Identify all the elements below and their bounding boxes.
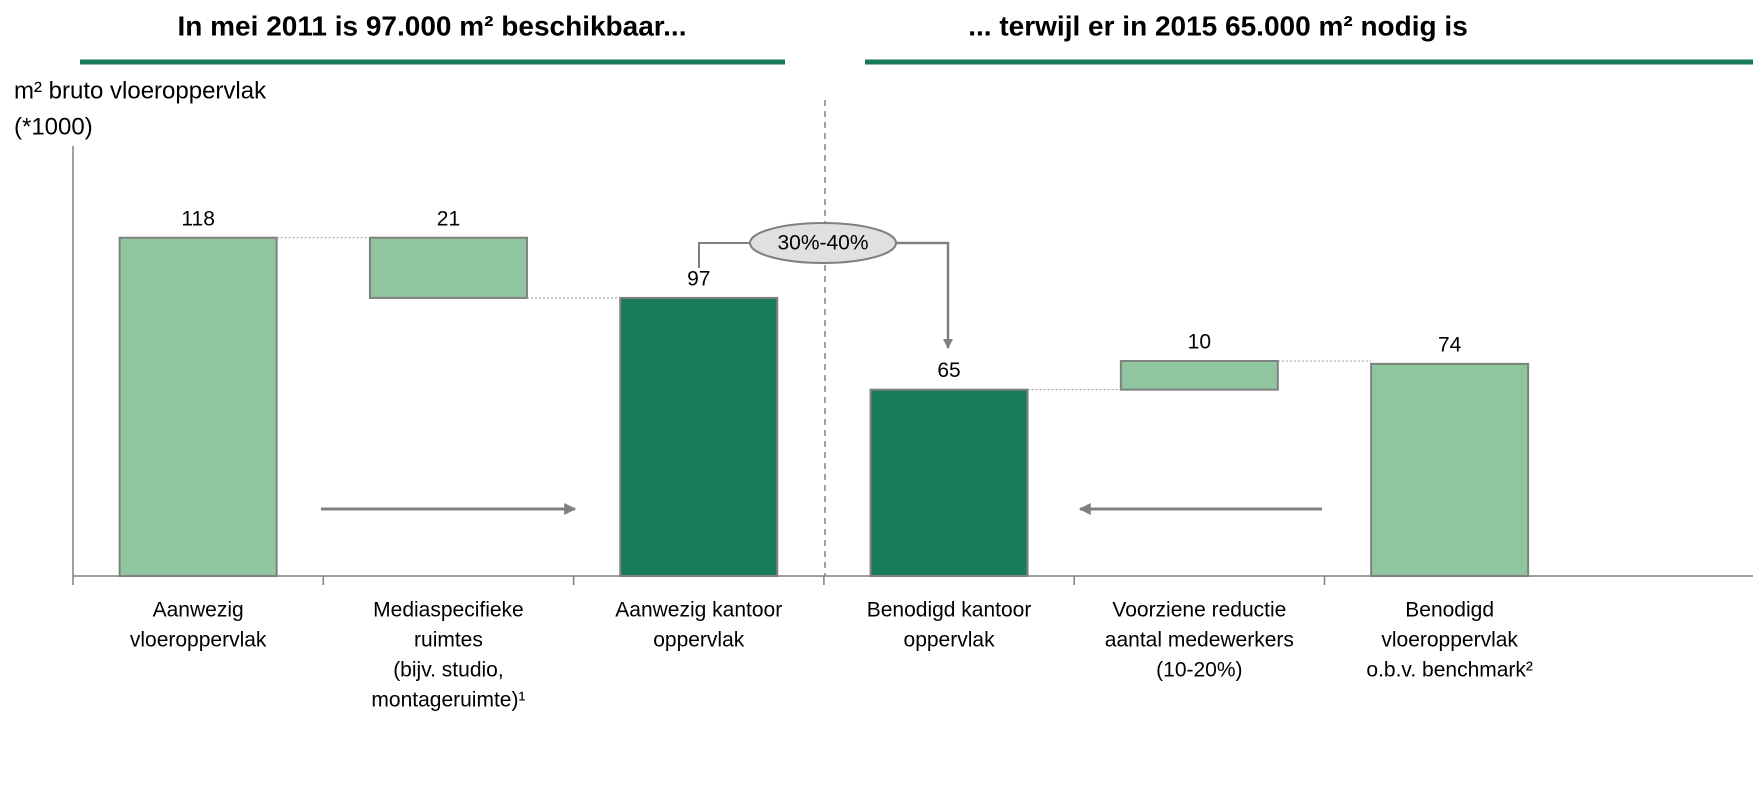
value-label: 21 — [437, 207, 460, 230]
bar — [619, 296, 779, 577]
x-tick-label: Benodigd — [1405, 599, 1494, 622]
bar — [869, 388, 1029, 577]
y-axis-label: (*1000) — [14, 113, 93, 140]
x-tick-label: (bijv. studio, — [393, 659, 504, 682]
x-tick-label: Voorziene reductie — [1112, 599, 1286, 622]
value-label: 118 — [181, 207, 214, 230]
value-label: 65 — [937, 359, 960, 382]
x-tick-label: o.b.v. benchmark² — [1366, 659, 1533, 682]
x-tick-label: Mediaspecifieke — [373, 599, 524, 622]
title-left: In mei 2011 is 97.000 m² beschikbaar... — [178, 10, 687, 41]
value-label: 97 — [687, 267, 710, 290]
y-axis-label: m² bruto vloeroppervlak — [14, 77, 267, 104]
value-label: 10 — [1188, 331, 1211, 354]
x-tick-label: aantal medewerkers — [1105, 629, 1294, 652]
x-tick-label: oppervlak — [653, 629, 745, 652]
x-tick-label: Benodigd kantoor — [867, 599, 1032, 622]
x-tick-label: vloeroppervlak — [130, 629, 267, 652]
bar — [368, 236, 528, 299]
bar — [118, 236, 278, 577]
annotation: 30%-40% — [777, 232, 868, 255]
x-tick-label: Aanwezig kantoor — [615, 599, 782, 622]
x-tick-label: vloeroppervlak — [1381, 629, 1518, 652]
x-tick-label: ruimtes — [414, 629, 483, 652]
value-label: 74 — [1438, 333, 1462, 356]
bar — [1119, 360, 1279, 391]
x-tick-label: Aanwezig — [153, 599, 244, 622]
x-tick-label: (10-20%) — [1156, 659, 1242, 682]
x-tick-label: oppervlak — [904, 629, 996, 652]
bracket — [698, 242, 760, 268]
title-right: ... terwijl er in 2015 65.000 m² nodig i… — [968, 10, 1468, 41]
bracket-arrow — [890, 241, 953, 349]
x-tick-label: montageruimte)¹ — [371, 689, 525, 712]
bar — [1370, 362, 1530, 577]
annotation-bubble — [749, 222, 897, 264]
